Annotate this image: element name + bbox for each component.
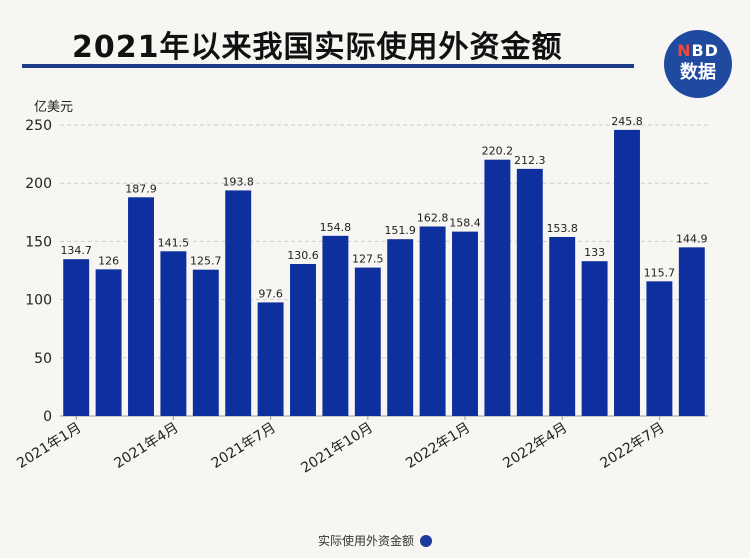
data-label: 144.9 — [676, 232, 708, 245]
nbd-logo: NBD 数据 — [664, 30, 732, 98]
x-tick-label: 2021年4月 — [112, 420, 182, 472]
x-tick-label: 2021年10月 — [298, 420, 376, 477]
bar — [678, 247, 705, 416]
y-tick-label: 200 — [25, 176, 52, 192]
bar — [290, 263, 316, 416]
data-label: 133 — [584, 246, 605, 259]
x-tick-label: 2022年7月 — [598, 420, 668, 472]
bar — [192, 269, 219, 416]
bar — [128, 197, 154, 416]
data-label: 212.3 — [514, 154, 546, 167]
bar — [484, 159, 511, 416]
bar — [549, 236, 576, 416]
data-label: 130.6 — [287, 249, 319, 262]
title-underline — [22, 64, 634, 68]
data-label: 220.2 — [482, 145, 514, 158]
data-label: 193.8 — [222, 175, 254, 188]
data-label: 126 — [98, 254, 119, 267]
legend-label: 实际使用外资金额 — [317, 534, 414, 548]
y-tick-label: 50 — [34, 351, 52, 367]
bar — [387, 239, 414, 416]
data-label: 141.5 — [158, 236, 190, 249]
x-tick-label: 2022年4月 — [500, 420, 570, 472]
bar — [581, 261, 608, 416]
bar — [95, 269, 122, 416]
y-tick-label: 100 — [25, 293, 52, 309]
bar — [646, 281, 673, 416]
legend-marker — [420, 535, 432, 547]
logo-n: N — [677, 41, 692, 60]
bar — [63, 259, 90, 416]
bar — [419, 226, 446, 416]
data-label: 115.7 — [644, 266, 676, 279]
data-label: 125.7 — [190, 255, 222, 268]
data-label: 162.8 — [417, 212, 449, 225]
data-label: 158.4 — [449, 217, 481, 230]
logo-bd: BD — [691, 41, 719, 60]
bar — [257, 302, 284, 416]
chart-title: 2021年以来我国实际使用外资金额 — [72, 30, 563, 65]
bar — [614, 129, 640, 416]
data-label: 153.8 — [546, 222, 578, 235]
bar — [160, 251, 187, 416]
data-label: 187.9 — [125, 182, 157, 195]
y-tick-label: 150 — [25, 234, 52, 250]
x-tick-label: 2021年7月 — [209, 420, 279, 472]
y-tick-label: 0 — [43, 409, 52, 425]
y-axis-unit: 亿美元 — [34, 100, 74, 115]
bar — [354, 267, 381, 416]
data-label: 151.9 — [384, 224, 416, 237]
data-label: 97.6 — [258, 287, 283, 300]
y-tick-label: 250 — [25, 118, 52, 134]
logo-data-text: 数据 — [680, 62, 716, 83]
bar — [516, 168, 543, 416]
data-label: 127.5 — [352, 253, 384, 266]
legend[interactable]: 实际使用外资金额 — [0, 532, 750, 549]
data-label: 134.7 — [60, 244, 92, 257]
bar — [225, 190, 252, 416]
bar — [452, 231, 478, 416]
data-label: 245.8 — [611, 115, 643, 128]
data-label: 154.8 — [320, 221, 352, 234]
x-tick-label: 2022年1月 — [403, 420, 473, 472]
bar — [322, 235, 349, 416]
x-tick-label: 2021年1月 — [14, 420, 84, 472]
